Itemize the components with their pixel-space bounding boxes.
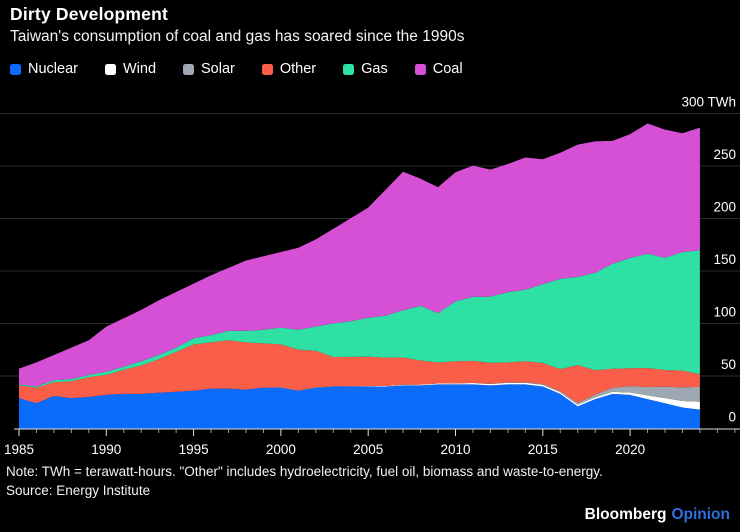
brand-opinion: Opinion: [671, 506, 730, 523]
x-axis-labels: 1985 1990 1995 2000 2005 2010 2015 2020: [4, 442, 645, 457]
y-tick-label: 200: [713, 200, 736, 215]
legend-swatch-nuclear: [10, 63, 21, 75]
legend-item-nuclear: Nuclear: [10, 61, 78, 77]
legend-item-wind: Wind: [104, 61, 157, 77]
x-tick-label: 2020: [615, 442, 645, 457]
y-axis-labels: 0 50 100 150 200 250 300 TWh: [681, 95, 736, 425]
legend-swatch-other: [261, 63, 273, 75]
legend: Nuclear Wind Solar Other Gas Coal: [10, 61, 463, 77]
area-nuclear: [19, 384, 700, 429]
legend-item-other: Other: [261, 61, 317, 77]
x-tick-label: 2010: [440, 442, 470, 457]
area-solar: [19, 382, 700, 405]
legend-item-gas: Gas: [343, 61, 388, 77]
legend-label: Nuclear: [28, 61, 78, 77]
x-tick-label: 1995: [179, 442, 209, 457]
x-tick-label: 2005: [353, 442, 383, 457]
legend-swatch-gas: [343, 63, 355, 75]
x-tick-label: 1985: [4, 442, 34, 457]
x-tick-label: 2000: [266, 442, 296, 457]
legend-label: Wind: [122, 61, 157, 77]
y-tick-label: 100: [713, 305, 736, 320]
legend-item-coal: Coal: [414, 61, 463, 77]
footnote: Note: TWh = terawatt-hours. "Other" incl…: [6, 464, 603, 479]
y-tick-label: 300 TWh: [681, 95, 736, 110]
stacked-areas: [19, 123, 700, 429]
page-subtitle: Taiwan's consumption of coal and gas has…: [10, 28, 465, 45]
area-wind: [19, 382, 700, 410]
brand-bloomberg: Bloomberg: [584, 506, 667, 523]
source-line: Source: Energy Institute: [6, 483, 151, 498]
legend-label: Coal: [432, 61, 463, 77]
y-tick-label: 50: [721, 357, 736, 372]
y-tick-label: 150: [713, 252, 736, 267]
page-title: Dirty Development: [10, 4, 169, 24]
area-other: [19, 340, 700, 404]
legend-item-solar: Solar: [183, 61, 235, 77]
y-tick-label: 0: [728, 410, 736, 425]
area-gas: [19, 250, 700, 388]
legend-label: Gas: [361, 61, 388, 77]
legend-swatch-wind: [104, 63, 116, 75]
x-tick-label: 1990: [91, 442, 121, 457]
legend-swatch-solar: [183, 63, 195, 75]
legend-label: Other: [279, 61, 317, 77]
area-coal: [19, 123, 700, 387]
x-tick-label: 2015: [528, 442, 558, 457]
x-axis-ticks: [18, 429, 736, 436]
legend-swatch-coal: [414, 63, 426, 75]
brand-logo: Bloomberg Opinion: [585, 506, 730, 524]
y-tick-label: 250: [713, 147, 736, 162]
legend-label: Solar: [201, 61, 235, 77]
